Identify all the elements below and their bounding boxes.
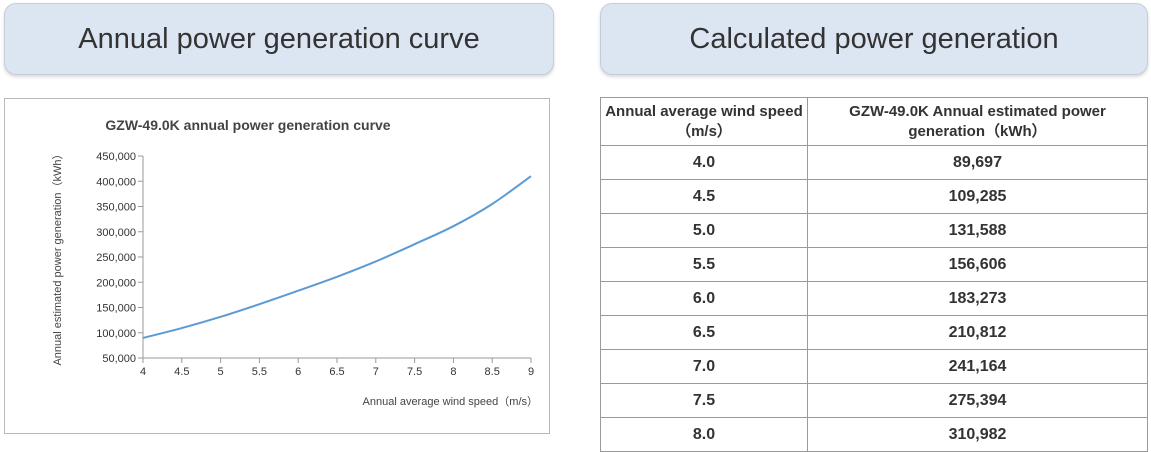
- col-header-wind-speed: Annual average wind speed（m/s）: [600, 97, 808, 146]
- x-axis-label: Annual average wind speed（m/s）: [363, 395, 538, 408]
- cell-wind-speed: 5.0: [600, 213, 808, 248]
- x-tick-label: 7.5: [407, 366, 422, 378]
- table-row: 5.5 156,606: [600, 247, 1148, 282]
- table-row: 6.5 210,812: [600, 315, 1148, 350]
- table-row: 7.5 275,394: [600, 383, 1148, 418]
- cell-wind-speed: 4.0: [600, 145, 808, 180]
- x-tick-label: 6.5: [329, 366, 344, 378]
- chart-title: GZW-49.0K annual power generation curve: [105, 117, 390, 133]
- header-calculated-generation: Calculated power generation: [600, 3, 1148, 75]
- y-tick-label: 100,000: [96, 328, 136, 340]
- y-tick-label: 150,000: [96, 303, 136, 315]
- x-tick-label: 5: [218, 366, 224, 378]
- x-tick-label: 4.5: [174, 366, 189, 378]
- table-row: 4.0 89,697: [600, 145, 1148, 180]
- cell-power: 156,606: [807, 247, 1148, 282]
- cell-power: 310,982: [807, 417, 1148, 452]
- header-annual-curve: Annual power generation curve: [4, 3, 554, 75]
- y-tick-label: 400,000: [96, 176, 136, 188]
- y-axis-label: Annual estimated power generation（kWh）: [51, 148, 64, 365]
- x-tick-label: 9: [528, 366, 534, 378]
- y-tick-label: 450,000: [96, 151, 136, 163]
- table-header-row: Annual average wind speed（m/s） GZW-49.0K…: [600, 97, 1148, 146]
- cell-wind-speed: 7.5: [600, 383, 808, 418]
- table-row: 7.0 241,164: [600, 349, 1148, 384]
- x-tick-label: 6: [295, 366, 301, 378]
- cell-wind-speed: 4.5: [600, 179, 808, 214]
- table-row: 4.5 109,285: [600, 179, 1148, 214]
- x-tick-label: 5.5: [252, 366, 267, 378]
- table-panel: Annual average wind speed（m/s） GZW-49.0K…: [600, 97, 1148, 452]
- x-tick-label: 7: [373, 366, 379, 378]
- cell-power: 89,697: [807, 145, 1148, 180]
- cell-power: 210,812: [807, 315, 1148, 350]
- y-tick-label: 300,000: [96, 227, 136, 239]
- cell-wind-speed: 6.5: [600, 315, 808, 350]
- col-header-power-generation: GZW-49.0K Annual estimated power generat…: [807, 97, 1148, 146]
- header-annual-curve-label: Annual power generation curve: [78, 22, 480, 55]
- table-row: 6.0 183,273: [600, 281, 1148, 316]
- power-generation-table: Annual average wind speed（m/s） GZW-49.0K…: [600, 97, 1148, 452]
- power-curve-chart: GZW-49.0K annual power generation curve 4…: [51, 117, 538, 408]
- y-tick-label: 200,000: [96, 277, 136, 289]
- cell-power: 109,285: [807, 179, 1148, 214]
- cell-wind-speed: 8.0: [600, 417, 808, 452]
- chart-panel: GZW-49.0K annual power generation curve 4…: [4, 98, 550, 434]
- cell-power: 241,164: [807, 349, 1148, 384]
- header-calculated-generation-label: Calculated power generation: [689, 22, 1059, 55]
- cell-power: 131,588: [807, 213, 1148, 248]
- y-tick-label: 50,000: [102, 353, 136, 365]
- series-line: [142, 175, 532, 339]
- x-tick-label: 8.5: [485, 366, 500, 378]
- x-tick-label: 4: [140, 366, 146, 378]
- cell-wind-speed: 6.0: [600, 281, 808, 316]
- cell-wind-speed: 7.0: [600, 349, 808, 384]
- y-tick-label: 350,000: [96, 202, 136, 214]
- y-tick-label: 250,000: [96, 252, 136, 264]
- cell-wind-speed: 5.5: [600, 247, 808, 282]
- cell-power: 183,273: [807, 281, 1148, 316]
- table-row: 5.0 131,588: [600, 213, 1148, 248]
- x-tick-label: 8: [450, 366, 456, 378]
- table-row: 8.0 310,982: [600, 417, 1148, 452]
- cell-power: 275,394: [807, 383, 1148, 418]
